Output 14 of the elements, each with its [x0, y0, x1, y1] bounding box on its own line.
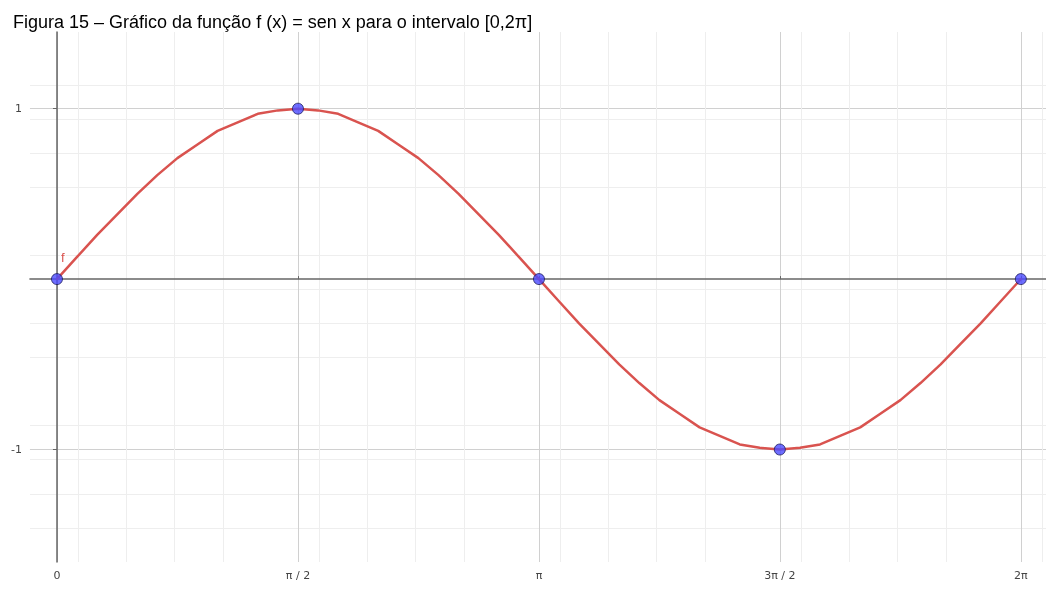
x-tick-label: π / 2: [285, 569, 311, 582]
point: [532, 273, 545, 286]
x-tick-label: 3π / 2: [764, 569, 796, 582]
y-tick-label: 1: [14, 102, 22, 116]
x-tick-label: 0: [53, 569, 61, 582]
x-tick-label: π: [535, 569, 543, 582]
point: [773, 443, 786, 456]
point: [291, 102, 304, 115]
point: [1014, 273, 1027, 286]
point: [50, 273, 63, 286]
y-tick-label: -1: [11, 443, 22, 457]
series-label: f: [60, 249, 65, 265]
x-tick-label: 2π: [1014, 569, 1029, 582]
chart-title: Figura 15 – Gráfico da função f (x) = sen x para o intervalo [0,2π]: [13, 12, 533, 32]
